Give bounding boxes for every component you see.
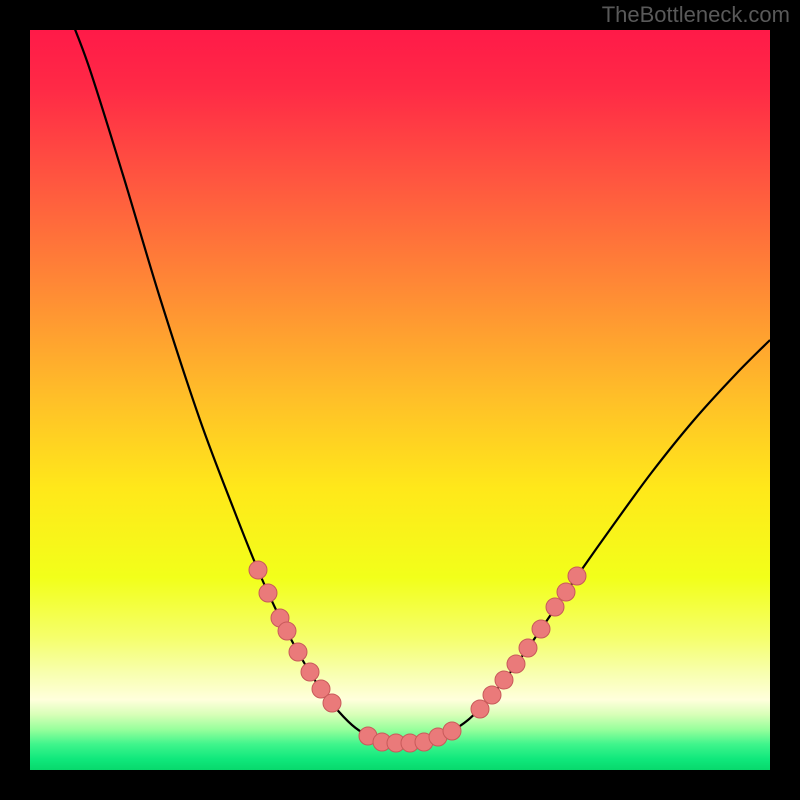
marker-right (519, 639, 537, 657)
bottleneck-chart (0, 0, 800, 800)
plot-background-gradient (30, 30, 770, 770)
marker-left (278, 622, 296, 640)
marker-right (471, 700, 489, 718)
marker-left (289, 643, 307, 661)
marker-right (483, 686, 501, 704)
marker-right (507, 655, 525, 673)
marker-right (495, 671, 513, 689)
marker-bottom (443, 722, 461, 740)
marker-right (568, 567, 586, 585)
chart-stage: TheBottleneck.com (0, 0, 800, 800)
marker-left (301, 663, 319, 681)
marker-left (249, 561, 267, 579)
marker-right (532, 620, 550, 638)
marker-right (546, 598, 564, 616)
marker-left (259, 584, 277, 602)
marker-left (323, 694, 341, 712)
marker-right (557, 583, 575, 601)
